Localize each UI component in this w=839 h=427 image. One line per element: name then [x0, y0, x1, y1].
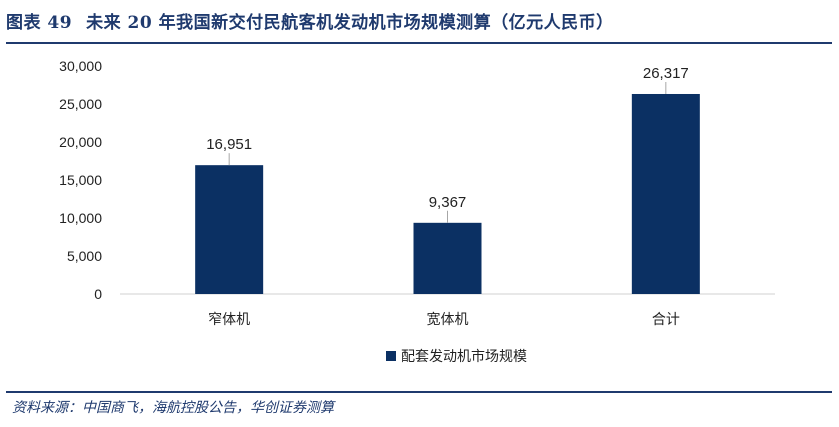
leader-lines	[228, 81, 667, 223]
x-axis-labels: 窄体机 宽体机 合计	[208, 311, 680, 328]
y-tick-label: 25,000	[59, 96, 102, 112]
source-divider	[6, 391, 832, 393]
y-tick-label: 30,000	[59, 58, 102, 74]
bar	[195, 165, 264, 294]
chart-title: 图表 49 未来 20 年我国新交付民航客机发动机市场规模测算（亿元人民币）	[6, 8, 832, 33]
data-labels: 16,951 9,367 26,317	[206, 65, 689, 211]
figure-label: 图表 49	[6, 13, 73, 33]
bar	[413, 222, 482, 294]
y-tick-label: 5,000	[67, 248, 102, 264]
title-divider	[6, 42, 832, 44]
x-tick-label: 窄体机	[208, 311, 250, 328]
x-tick-label: 合计	[652, 312, 680, 328]
y-tick-label: 20,000	[59, 134, 102, 150]
y-tick-label: 10,000	[59, 210, 102, 226]
data-label: 9,367	[429, 194, 467, 211]
bars	[195, 93, 700, 294]
legend-swatch	[386, 351, 396, 361]
y-tick-label: 0	[94, 286, 102, 302]
bar	[631, 93, 700, 294]
figure-title: 未来 20 年我国新交付民航客机发动机市场规模测算（亿元人民币）	[86, 13, 614, 33]
legend-label: 配套发动机市场规模	[401, 348, 527, 365]
data-label: 26,317	[643, 65, 689, 82]
legend: 配套发动机市场规模	[386, 348, 527, 365]
y-axis: 0 5,000 10,000 15,000 20,000 25,000 30,000	[59, 58, 102, 302]
y-tick-label: 15,000	[59, 172, 102, 188]
source-note: 资料来源：中国商飞，海航控股公告，华创证券测算	[12, 400, 334, 416]
x-tick-label: 宽体机	[427, 311, 469, 328]
data-label: 16,951	[206, 136, 252, 153]
